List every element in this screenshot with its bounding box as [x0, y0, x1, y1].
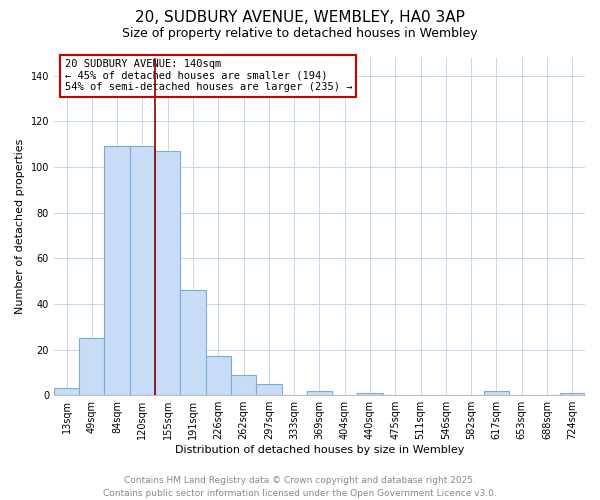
Bar — [256, 384, 281, 395]
Bar — [358, 393, 383, 395]
Bar — [307, 390, 332, 395]
Text: Contains HM Land Registry data © Crown copyright and database right 2025.
Contai: Contains HM Land Registry data © Crown c… — [103, 476, 497, 498]
Bar — [231, 374, 256, 395]
Bar — [130, 146, 155, 395]
Bar — [484, 390, 509, 395]
X-axis label: Distribution of detached houses by size in Wembley: Distribution of detached houses by size … — [175, 445, 464, 455]
Text: 20 SUDBURY AVENUE: 140sqm
← 45% of detached houses are smaller (194)
54% of semi: 20 SUDBURY AVENUE: 140sqm ← 45% of detac… — [65, 59, 352, 92]
Text: Size of property relative to detached houses in Wembley: Size of property relative to detached ho… — [122, 28, 478, 40]
Bar — [155, 151, 181, 395]
Bar — [181, 290, 206, 395]
Bar — [79, 338, 104, 395]
Bar — [104, 146, 130, 395]
Text: 20, SUDBURY AVENUE, WEMBLEY, HA0 3AP: 20, SUDBURY AVENUE, WEMBLEY, HA0 3AP — [135, 10, 465, 25]
Bar — [206, 356, 231, 395]
Y-axis label: Number of detached properties: Number of detached properties — [15, 138, 25, 314]
Bar — [54, 388, 79, 395]
Bar — [560, 393, 585, 395]
